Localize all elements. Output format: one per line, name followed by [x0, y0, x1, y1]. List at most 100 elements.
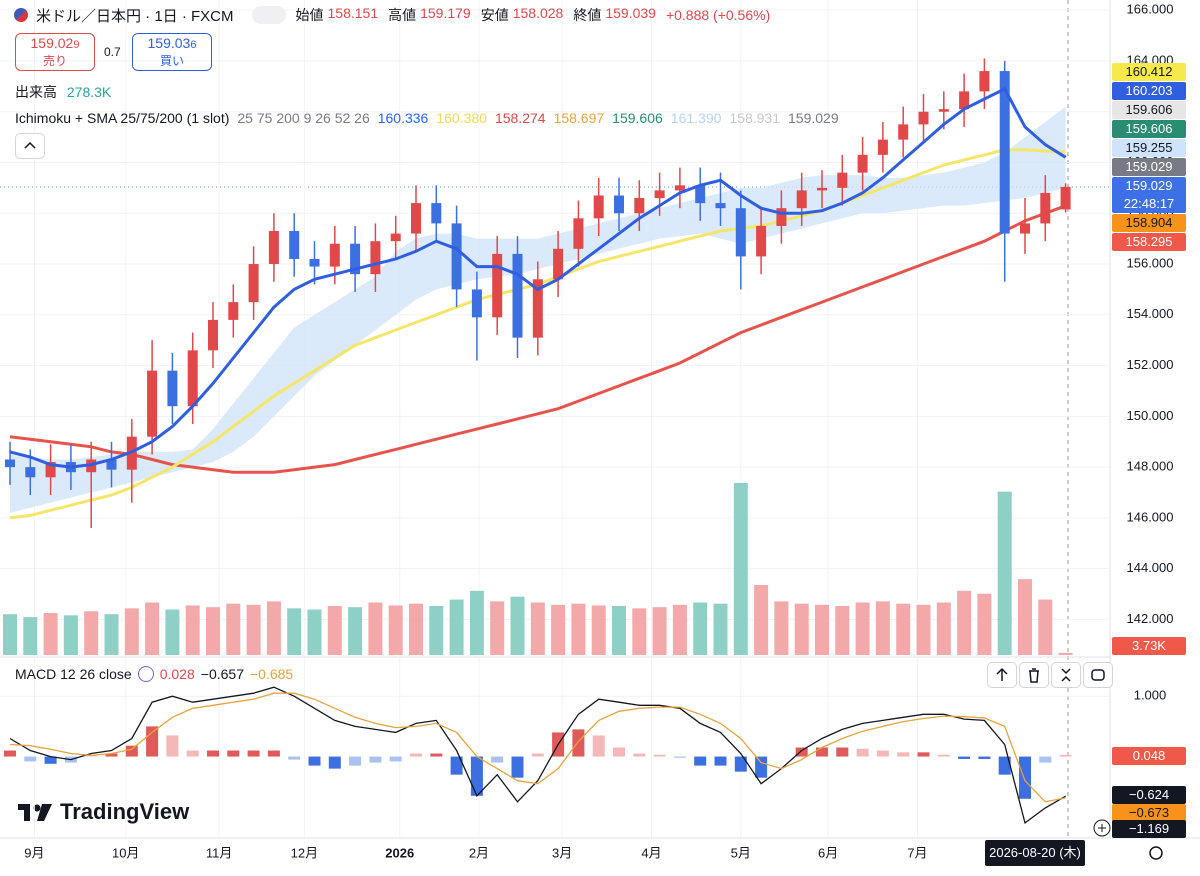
volume-bar	[409, 603, 423, 655]
candle-body	[877, 139, 888, 155]
macd-histogram-bar	[572, 729, 585, 757]
candle-body	[208, 319, 218, 351]
buy-price: 159.03	[147, 35, 191, 51]
y-tick-label: 1.000	[1134, 688, 1167, 703]
volume-bar	[794, 603, 809, 655]
y-tick-label: 156.000	[1127, 255, 1174, 270]
logo-text: TradingView	[60, 799, 190, 824]
ohlc-label: 終値	[573, 7, 602, 23]
macd-histogram-bar	[795, 747, 808, 757]
move-up-button[interactable]	[987, 662, 1017, 688]
macd-histogram-bar	[592, 735, 605, 757]
candle-body	[979, 71, 990, 92]
y-tick-label: 142.000	[1127, 611, 1174, 626]
y-tick-label: 166.000	[1127, 2, 1174, 17]
candle-body	[512, 253, 523, 338]
buy-label: 買い	[159, 54, 184, 68]
candle-body	[999, 71, 1010, 234]
candle-body	[959, 91, 970, 110]
x-tick-label: 7月	[907, 845, 927, 860]
spread: 0.7	[104, 45, 121, 59]
price-tag-label: 159.606	[1125, 121, 1173, 136]
macd-histogram-bar	[389, 756, 402, 762]
volume-bar	[104, 614, 119, 655]
x-tick-label: 2026	[385, 845, 414, 860]
macd-tag-label: −0.673	[1128, 805, 1170, 820]
macd-histogram-bar	[207, 750, 219, 757]
macd-tag: 0.048	[1112, 747, 1186, 765]
volume-bar	[936, 602, 951, 655]
volume-bar	[510, 596, 525, 655]
macd-tag-label: −0.624	[1128, 787, 1170, 802]
volume-bar	[165, 609, 180, 655]
collapse-button[interactable]	[15, 133, 45, 159]
volume-bar	[490, 601, 505, 655]
volume-bar	[957, 590, 972, 655]
indicator-value: 160.380	[436, 110, 487, 126]
candle-body	[411, 203, 421, 234]
macd-histogram-bar	[288, 756, 301, 760]
macd-histogram-bar	[653, 754, 666, 757]
collapse-pane-button[interactable]	[1051, 662, 1081, 688]
buy-button[interactable]: 159.036 買い	[132, 33, 212, 71]
delete-button[interactable]	[1019, 662, 1049, 688]
candle-body	[228, 302, 239, 320]
macd-histogram-bar	[227, 750, 240, 757]
volume-bar	[916, 604, 931, 655]
candle-body	[857, 154, 868, 173]
candle-body	[451, 223, 462, 290]
candle-body	[431, 203, 442, 224]
candle-body	[1040, 192, 1051, 224]
ohlc-value: 158.151	[327, 5, 379, 21]
volume-bar	[3, 614, 17, 655]
x-tick-label: 12月	[291, 845, 318, 860]
macd-histogram-bar	[673, 756, 686, 758]
x-tick-label: 5月	[731, 845, 751, 860]
sell-price: 159.02	[30, 35, 74, 51]
macd-histogram-bar	[613, 747, 625, 757]
volume-bar	[571, 603, 586, 655]
price-tag-label: 159.029	[1125, 159, 1173, 174]
macd-histogram-bar	[633, 753, 646, 757]
volume-bar	[591, 605, 606, 655]
sell-pip: 9	[73, 39, 80, 51]
sell-button[interactable]: 159.029 売り	[15, 33, 95, 71]
macd-histogram-bar	[24, 756, 37, 762]
macd-histogram-bar	[511, 756, 524, 778]
candle-body	[837, 172, 848, 188]
volume-bar	[307, 609, 322, 655]
macd-histogram-bar	[470, 756, 483, 796]
volume-bar	[754, 585, 769, 655]
volume-bar	[875, 601, 890, 655]
status-badge	[251, 6, 286, 24]
volume-bar	[124, 608, 139, 655]
candle-body	[187, 350, 198, 407]
candle-body	[268, 231, 279, 265]
ohlc-value: 159.039	[605, 5, 656, 21]
collapse-icon	[1061, 668, 1071, 682]
macd-value: −0.657	[200, 666, 244, 682]
x-tick-label: 11月	[206, 845, 233, 860]
macd-histogram-bar	[44, 756, 57, 764]
candle-body	[1060, 186, 1071, 210]
sma-line	[9, 204, 1067, 474]
x-tick-label: 2月	[469, 845, 489, 860]
candle-body	[25, 467, 36, 478]
volume-bar	[896, 603, 911, 655]
volume-bar	[388, 605, 403, 655]
maximize-button[interactable]	[1083, 662, 1113, 688]
candle-body	[532, 279, 543, 338]
volume-value: 278.3K	[66, 84, 112, 100]
symbol: 米ドル／日本円 · 1日 · FXCM	[36, 7, 234, 25]
macd-histogram-bar	[105, 753, 118, 757]
volume-bar	[145, 602, 160, 655]
candle-body	[715, 203, 726, 209]
macd-histogram-bar	[856, 748, 869, 757]
indicator-value: 159.606	[612, 110, 663, 126]
sma-line	[9, 86, 1067, 469]
candle-body	[614, 195, 624, 214]
settings-icon[interactable]	[1149, 846, 1163, 860]
volume-bar	[185, 605, 200, 655]
y-tick-label: 146.000	[1127, 509, 1174, 524]
candle-body	[248, 264, 259, 303]
